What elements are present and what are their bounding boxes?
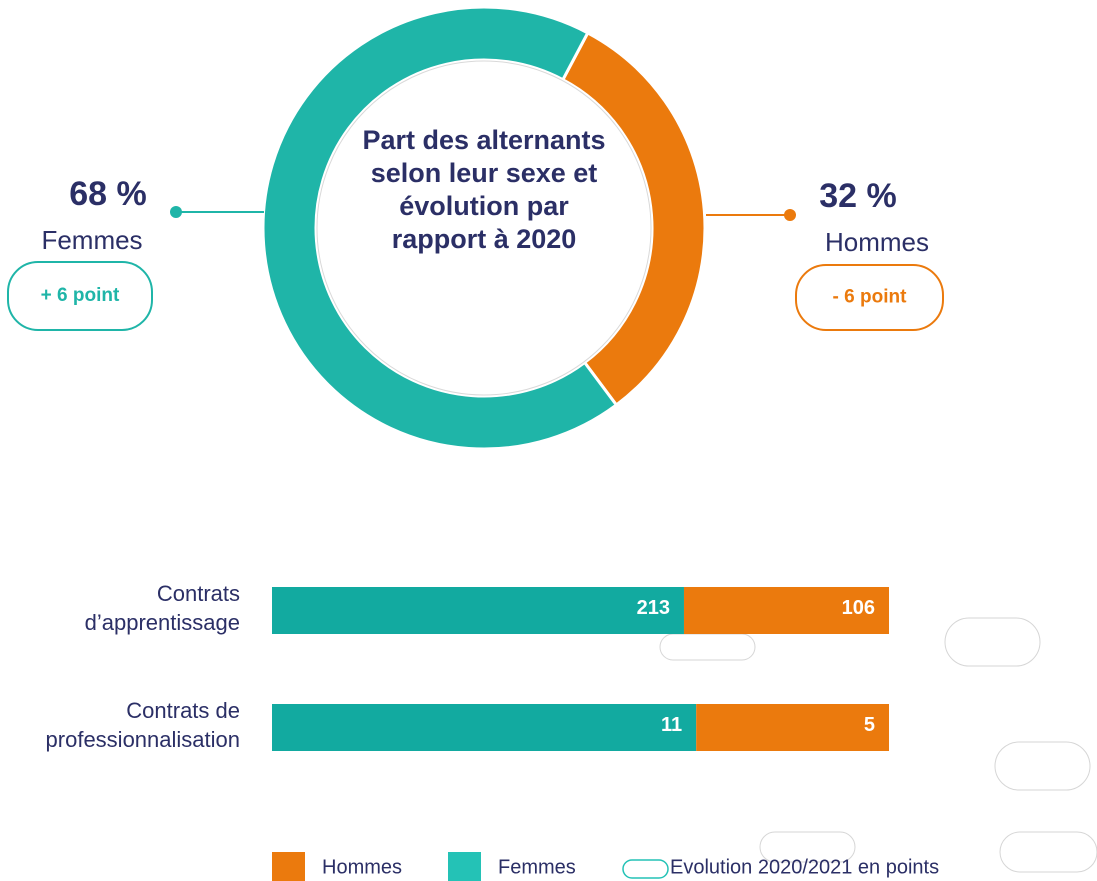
category-label: Contrats de professionnalisation: [45, 698, 240, 752]
category-label: Femmes: [41, 225, 142, 255]
value-label: 68 %: [69, 175, 147, 213]
change-pill: [795, 264, 944, 331]
donut-title: Part des alternants selon leur sexe et é…: [362, 125, 606, 254]
faint-pill: [994, 741, 1091, 791]
bar-segment: [683, 587, 889, 634]
bar-value-label: 11: [661, 714, 682, 736]
donut-segment: [261, 5, 619, 451]
faint-pill: [944, 617, 1041, 667]
faint-pill: [999, 831, 1097, 873]
bar-value-label: 5: [864, 714, 875, 736]
bar-value-label: 106: [842, 597, 875, 619]
legend-note: Evolution 2020/2021 en points: [670, 856, 939, 878]
faint-pill: [659, 633, 756, 661]
change-label: - 6 point: [833, 287, 908, 308]
legend-swatch: [272, 852, 305, 881]
donut-inner-border: [316, 60, 652, 396]
bar-segment: [696, 704, 889, 751]
change-label: + 6 point: [41, 285, 120, 306]
bar-segment: [272, 704, 697, 751]
category-label: Contrats d’apprentissage: [84, 581, 240, 635]
legend-pill-icon: [622, 859, 669, 879]
bar-segment: [272, 587, 684, 634]
decor: [659, 617, 1097, 873]
legend-swatch: [448, 852, 481, 881]
connector-dot: [784, 209, 796, 221]
faint-pill: [759, 831, 856, 863]
value-label: 32 %: [819, 177, 897, 215]
connector-dot: [170, 206, 182, 218]
legend-label: Femmes: [498, 856, 576, 878]
change-pill: [7, 261, 153, 331]
legend-label: Hommes: [322, 856, 402, 878]
bar-value-label: 213: [637, 597, 670, 619]
category-label: Hommes: [825, 227, 929, 257]
